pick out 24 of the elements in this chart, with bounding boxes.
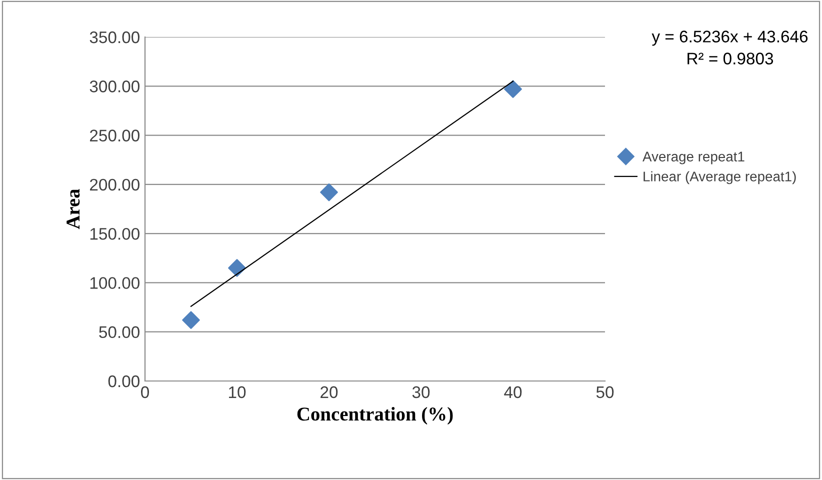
point [228, 259, 246, 277]
y-tick-label: 350.00 [90, 31, 140, 44]
x-tick-label: 10 [229, 386, 246, 398]
y-tick-label: 100.00 [90, 277, 140, 289]
y-tick-label: 250.00 [90, 130, 140, 142]
x-tick-label: 20 [320, 386, 338, 398]
point [320, 183, 338, 202]
y-tick-label: 150.00 [90, 228, 140, 240]
point [182, 311, 200, 329]
point [504, 80, 522, 98]
x-tick-label: 40 [504, 386, 522, 398]
text: y = 6.5236x + 43.646 [652, 30, 808, 46]
y-tick-label: 0.00 [108, 375, 140, 388]
legend-label: Linear (Average repeat1) [644, 171, 796, 184]
x-tick-label: 50 [596, 386, 614, 398]
y-axis-title: Area [66, 188, 80, 230]
y-tick-label: 200.00 [90, 178, 140, 191]
text: R² = 0.9803 [688, 52, 774, 64]
x-tick-label: 30 [412, 386, 430, 398]
y-tick-label: 50.00 [99, 326, 140, 338]
legend-label: Average repeat1 [642, 152, 744, 164]
x-tick-label: 0 [141, 386, 149, 398]
y-tick-label: 300.00 [90, 80, 140, 92]
x-axis-title: Concentration (%) [297, 406, 453, 425]
